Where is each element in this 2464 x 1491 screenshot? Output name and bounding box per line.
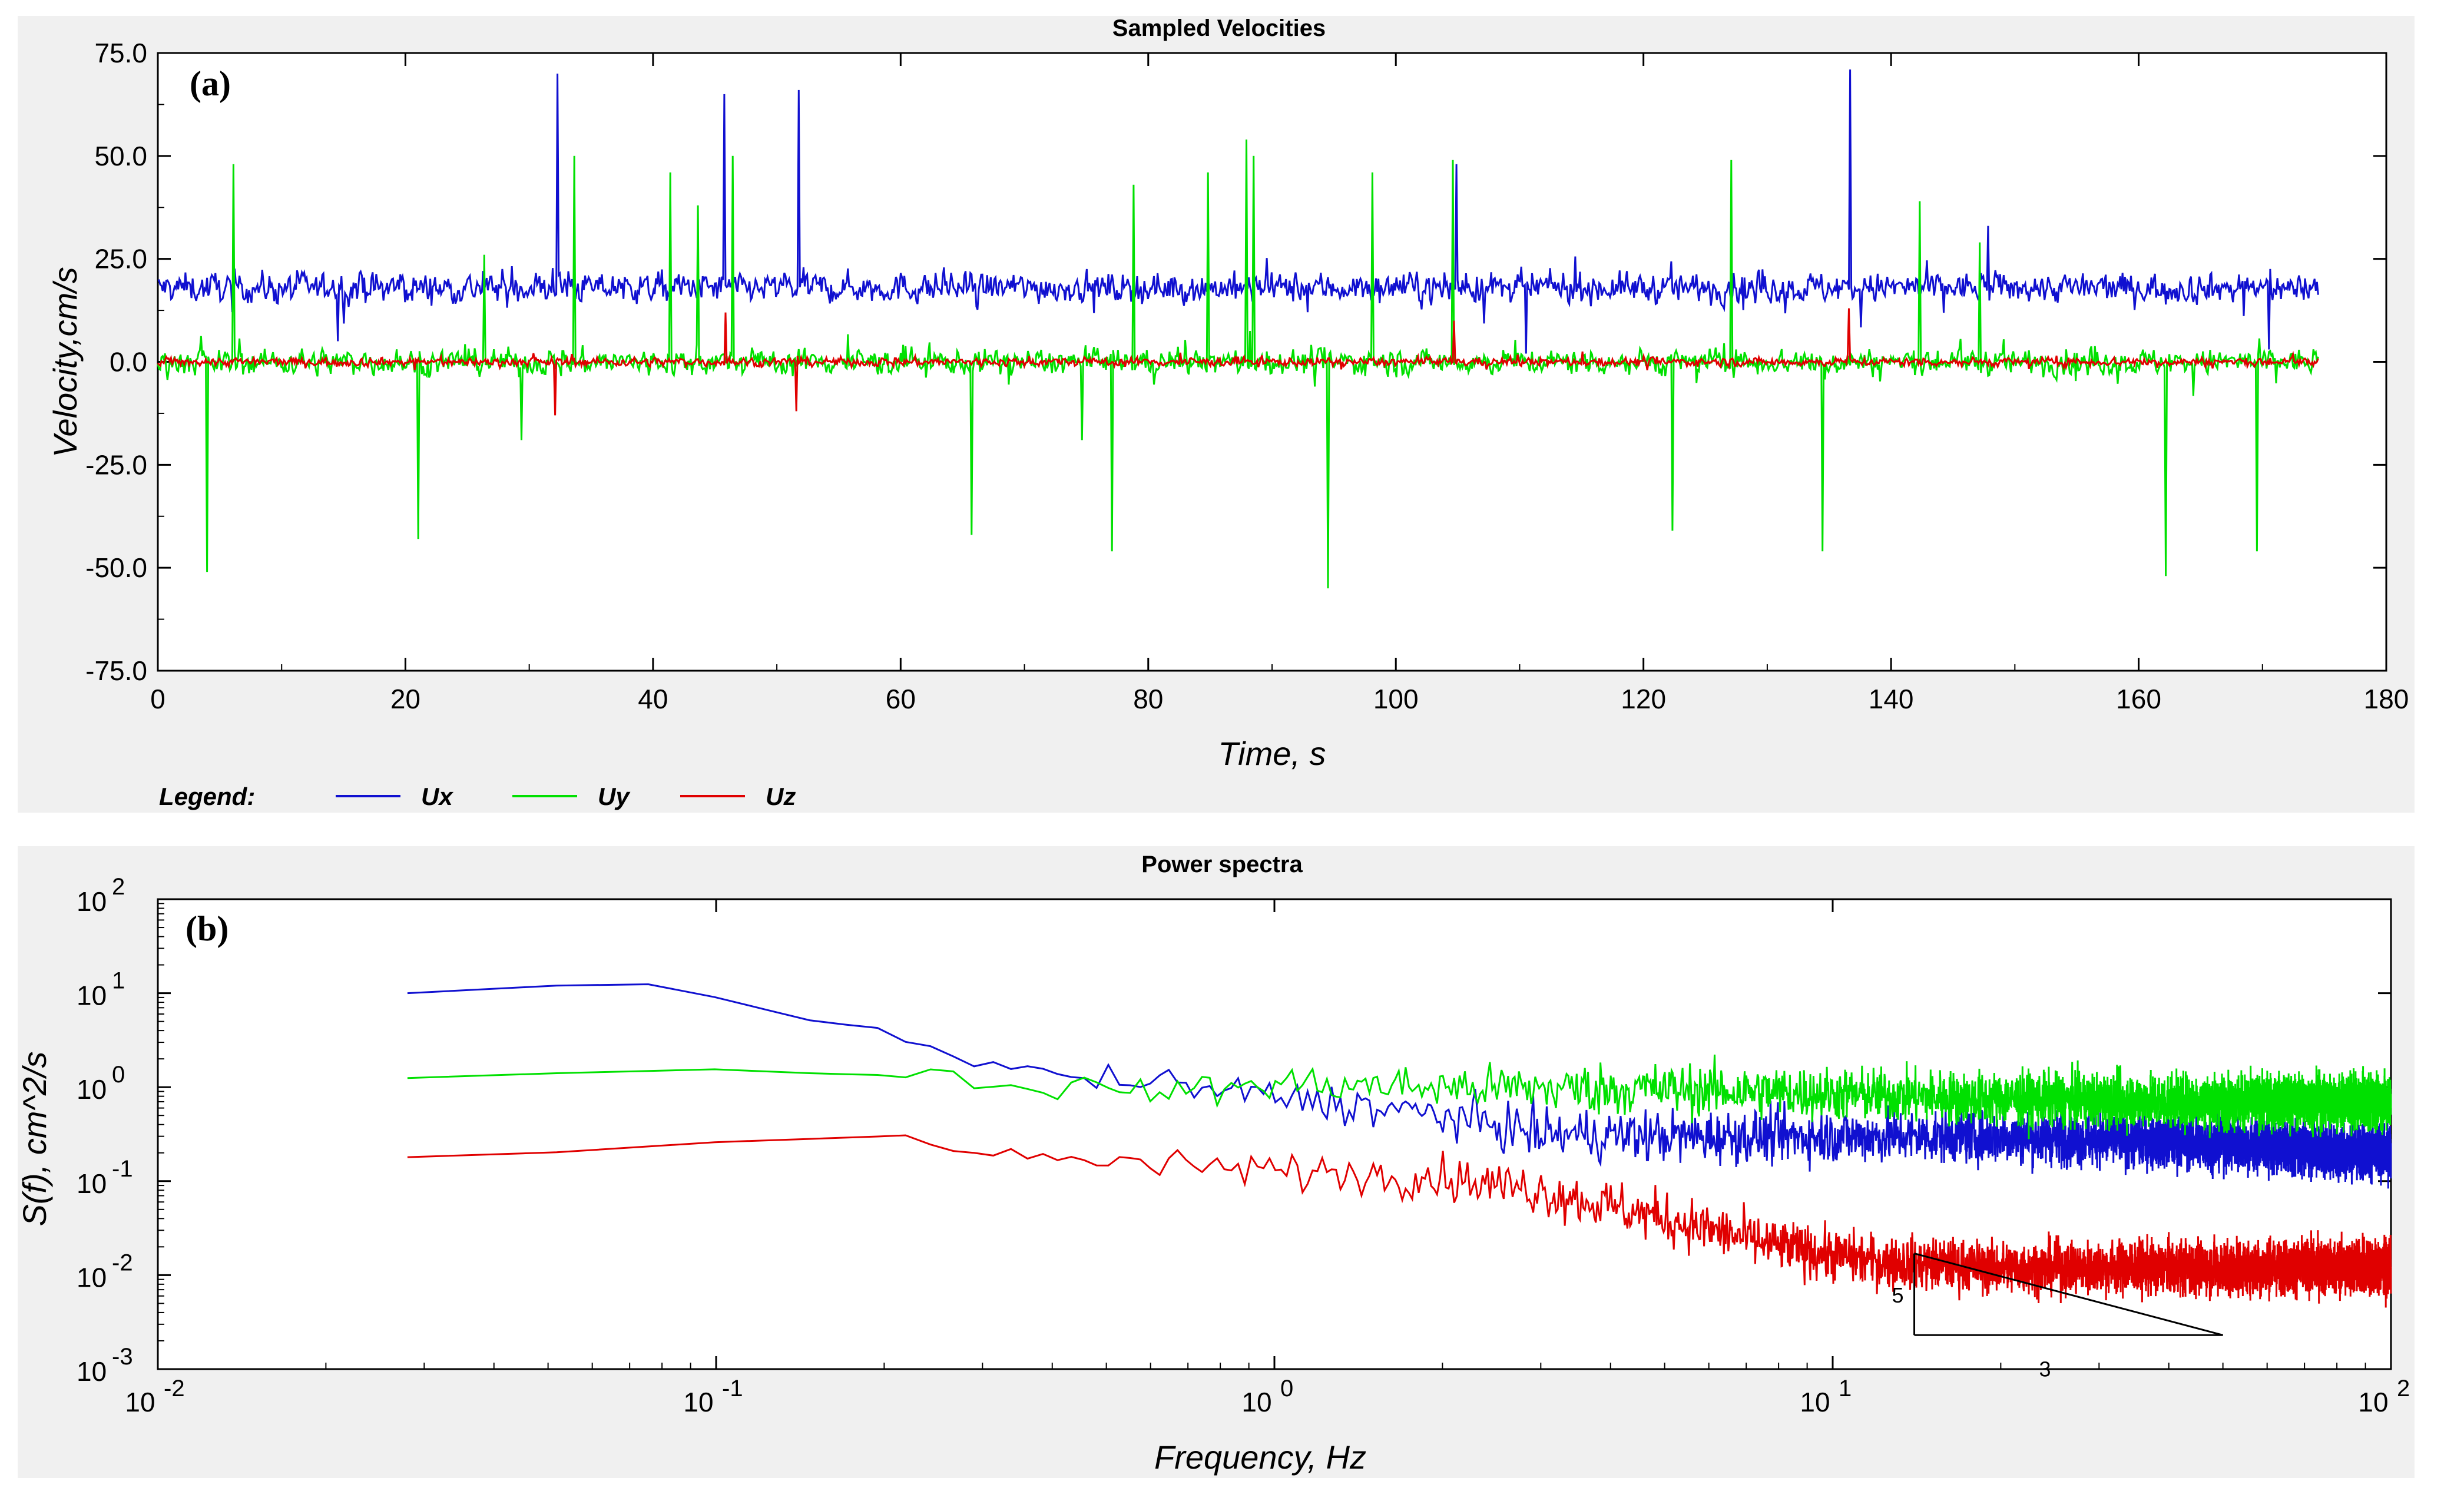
slope-label-horizontal: 3 [2039, 1357, 2051, 1381]
x-tick-exponent: -1 [722, 1376, 743, 1401]
series-line-uz [157, 308, 2319, 416]
x-tick-label: 0 [150, 684, 165, 714]
y-tick-exponent: -3 [112, 1344, 133, 1370]
x-tick-label: 140 [1869, 684, 1914, 714]
power-spectra-panel: Power spectra 10 2 10 1 10 0 10 -1 10 -2 10 -3 10 -2 10… [18, 846, 2415, 1478]
y-tick-label: -25.0 [85, 449, 147, 480]
y-tick-label: 25.0 [94, 244, 147, 274]
x-tick-base: 10 [2358, 1387, 2388, 1417]
x-tick-label: 80 [1133, 684, 1163, 714]
y-tick-base: 10 [77, 1356, 107, 1387]
x-tick-base: 10 [1241, 1387, 1271, 1417]
y-tick-label: -75.0 [85, 655, 147, 686]
y-tick-base: 10 [77, 980, 107, 1011]
x-tick-base: 10 [683, 1387, 713, 1417]
x-tick-exponent: 2 [2397, 1376, 2410, 1401]
y-tick-label: 0.0 [110, 347, 147, 377]
panel-label: (a) [190, 64, 231, 103]
x-tick-label: 120 [1621, 684, 1666, 714]
legend-label-uz: Uz [766, 783, 796, 810]
x-tick-exponent: -2 [164, 1376, 185, 1401]
legend-title: Legend: [159, 783, 255, 810]
spectrum-line-uz [407, 1134, 2392, 1308]
panel-label: (b) [186, 909, 228, 948]
legend-label-uy: Uy [598, 783, 631, 810]
y-tick-label: 75.0 [94, 38, 147, 68]
y-tick-exponent: -2 [112, 1250, 133, 1275]
y-axis-label: S(f), cm^2/s [18, 1052, 53, 1227]
slope-label-vertical: 5 [1892, 1283, 1904, 1307]
legend-label-ux: Ux [421, 783, 453, 810]
x-tick-exponent: 0 [1280, 1376, 1293, 1401]
x-tick-base: 10 [1800, 1387, 1830, 1417]
y-tick-exponent: -1 [112, 1156, 133, 1182]
y-tick-exponent: 0 [112, 1062, 125, 1088]
x-tick-label: 20 [390, 684, 420, 714]
chart-title: Sampled Velocities [1112, 16, 1326, 41]
x-tick-label: 40 [638, 684, 668, 714]
series-line-ux [157, 69, 2319, 354]
x-axis-label: Time, s [1218, 735, 1326, 772]
chart-title: Power spectra [1141, 851, 1303, 877]
y-tick-base: 10 [77, 1074, 107, 1105]
y-tick-exponent: 1 [112, 968, 125, 994]
x-tick-base: 10 [125, 1387, 155, 1417]
y-tick-base: 10 [77, 1168, 107, 1199]
y-tick-base: 10 [77, 886, 107, 917]
velocity-chart: Sampled Velocities 75.0 50.0 25.0 0.0 -25.0 -5… [47, 16, 2409, 810]
velocity-chart-panel: Sampled Velocities 75.0 50.0 25.0 0.0 -25.0 -5… [18, 16, 2415, 813]
slope-triangle-hypotenuse [1914, 1253, 2224, 1336]
x-tick-exponent: 1 [1839, 1376, 1852, 1401]
y-tick-base: 10 [77, 1262, 107, 1293]
y-tick-label: -50.0 [85, 552, 147, 583]
x-tick-label: 100 [1373, 684, 1419, 714]
y-tick-label: 50.0 [94, 141, 147, 171]
y-tick-exponent: 2 [112, 874, 125, 900]
x-tick-label: 60 [886, 684, 916, 714]
x-tick-label: 180 [2364, 684, 2409, 714]
y-axis-label: Velocity,cm/s [47, 267, 84, 458]
x-axis-label: Frequency, Hz [1154, 1439, 1366, 1476]
spectrum-line-ux [407, 983, 2392, 1189]
x-tick-label: 160 [2116, 684, 2161, 714]
